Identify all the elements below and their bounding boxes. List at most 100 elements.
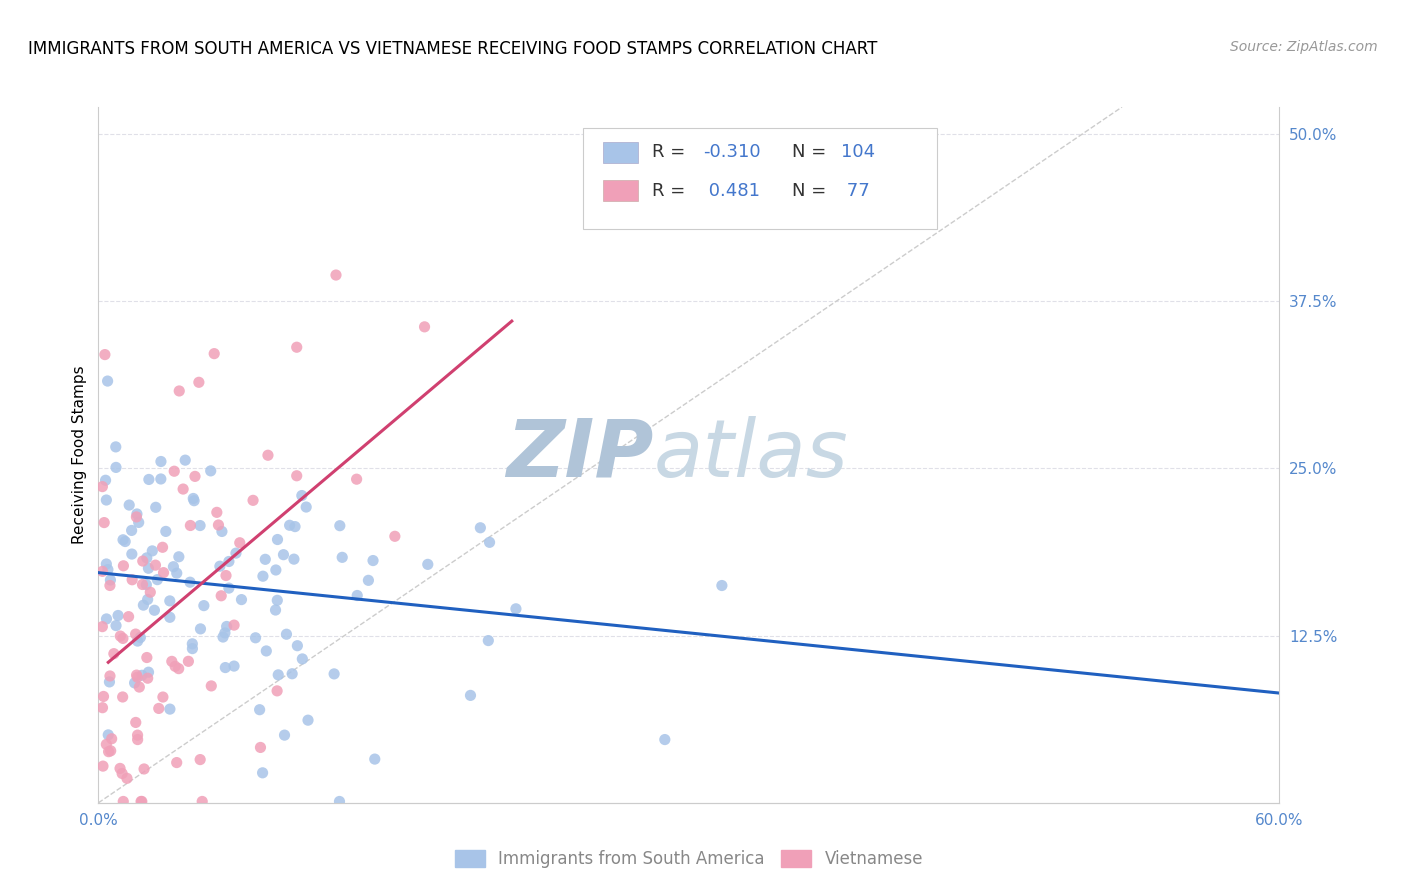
Point — [245, 631, 267, 645]
Point — [91, 759, 114, 773]
Text: R =: R = — [652, 144, 692, 161]
Point — [125, 668, 148, 682]
Point — [470, 521, 492, 535]
Point — [242, 493, 264, 508]
Point — [291, 489, 314, 503]
Point — [177, 654, 200, 668]
Point — [215, 619, 238, 633]
Point — [273, 548, 295, 562]
Point — [285, 340, 308, 354]
Point — [264, 603, 287, 617]
Point — [191, 795, 214, 809]
Point — [160, 654, 183, 668]
Point — [159, 594, 181, 608]
Point — [181, 491, 204, 506]
Point — [121, 573, 143, 587]
Point — [127, 670, 149, 684]
Point — [384, 529, 406, 543]
Point — [229, 535, 252, 549]
Point — [100, 744, 122, 758]
Point — [141, 544, 163, 558]
Point — [188, 753, 211, 767]
Point — [121, 524, 143, 538]
Point — [146, 573, 169, 587]
Point — [128, 680, 150, 694]
Point — [91, 700, 114, 714]
Point — [218, 581, 240, 595]
Point — [117, 609, 139, 624]
Point — [152, 566, 174, 580]
Y-axis label: Receiving Food Stamps: Receiving Food Stamps — [72, 366, 87, 544]
Point — [329, 518, 352, 533]
Point — [328, 795, 350, 809]
Point — [96, 612, 118, 626]
Point — [112, 533, 135, 547]
Point — [125, 715, 148, 730]
Point — [159, 610, 181, 624]
Point — [97, 374, 120, 388]
Point — [108, 761, 131, 775]
Point — [159, 702, 181, 716]
Point — [174, 453, 197, 467]
Point — [295, 500, 318, 514]
Point — [124, 627, 146, 641]
Point — [364, 752, 387, 766]
Point — [91, 620, 114, 634]
Point — [287, 639, 309, 653]
Point — [193, 599, 215, 613]
Point — [200, 464, 222, 478]
Point — [281, 666, 304, 681]
Text: R =: R = — [652, 182, 692, 200]
Point — [218, 554, 240, 568]
Point — [98, 674, 121, 689]
Point — [138, 665, 160, 680]
Point — [297, 713, 319, 727]
Point — [155, 524, 177, 539]
Point — [132, 554, 155, 568]
Point — [276, 627, 298, 641]
Point — [107, 608, 129, 623]
Point — [96, 557, 118, 571]
Point — [112, 795, 135, 809]
Point — [254, 644, 277, 658]
Point — [266, 533, 288, 547]
Point — [284, 519, 307, 533]
Point — [105, 460, 128, 475]
Point — [283, 552, 305, 566]
Point — [149, 472, 172, 486]
Point — [135, 650, 157, 665]
Point — [254, 552, 277, 566]
Point — [145, 500, 167, 515]
Point — [252, 569, 274, 583]
Point — [91, 480, 114, 494]
Point — [152, 690, 174, 704]
Point — [184, 469, 207, 483]
Point — [654, 732, 676, 747]
Point — [231, 592, 253, 607]
Legend: Immigrants from South America, Vietnamese: Immigrants from South America, Vietnames… — [449, 843, 929, 874]
Point — [132, 598, 155, 612]
FancyBboxPatch shape — [582, 128, 936, 229]
Point — [416, 558, 439, 572]
Point — [346, 472, 368, 486]
Point — [205, 505, 228, 519]
Point — [131, 668, 153, 682]
Point — [183, 493, 205, 508]
Point — [202, 346, 225, 360]
Point — [346, 589, 368, 603]
Point — [94, 348, 117, 362]
Point — [96, 737, 118, 751]
Point — [172, 482, 194, 496]
Text: IMMIGRANTS FROM SOUTH AMERICA VS VIETNAMESE RECEIVING FOOD STAMPS CORRELATION CH: IMMIGRANTS FROM SOUTH AMERICA VS VIETNAM… — [28, 40, 877, 58]
Point — [105, 618, 128, 632]
Point — [111, 766, 134, 780]
Point — [330, 550, 353, 565]
Point — [285, 468, 308, 483]
Text: Source: ZipAtlas.com: Source: ZipAtlas.com — [1230, 40, 1378, 54]
Point — [357, 574, 380, 588]
Point — [325, 268, 347, 282]
Point — [114, 534, 136, 549]
Point — [710, 578, 733, 592]
Point — [100, 731, 122, 746]
Point — [136, 671, 159, 685]
